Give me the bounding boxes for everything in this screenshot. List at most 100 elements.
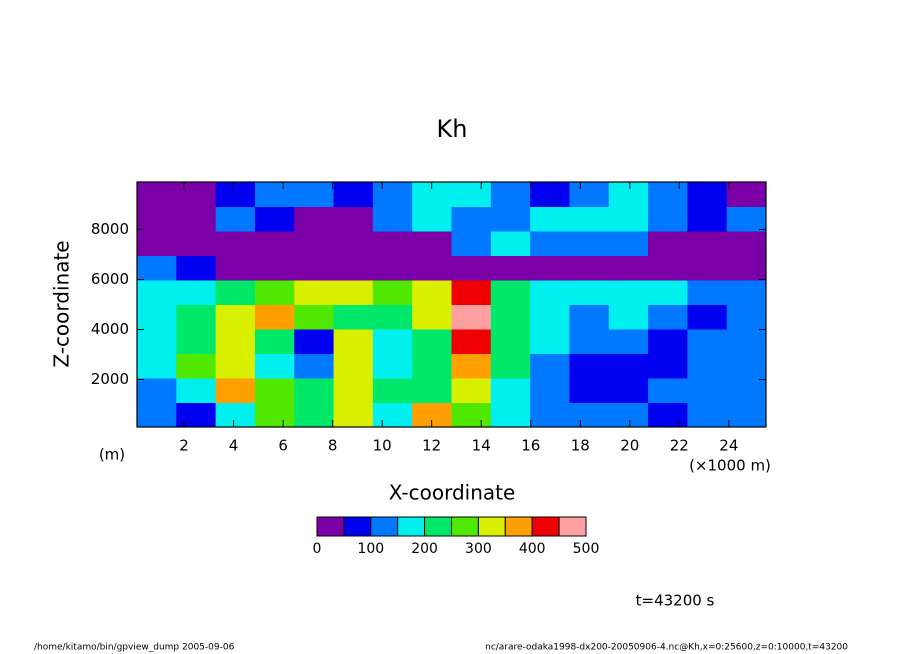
contour-cell (648, 182, 688, 207)
contour-cell (215, 231, 256, 256)
contour-cell (254, 255, 295, 281)
contour-cell (176, 231, 217, 256)
contour-cell (648, 329, 688, 354)
contour-cell (294, 329, 335, 354)
contour-cell (215, 304, 256, 330)
contour-cell (608, 255, 649, 281)
x-tick-label: 12 (422, 437, 441, 455)
contour-cell (451, 255, 492, 281)
contour-cell (530, 402, 570, 428)
contour-cell (608, 402, 649, 428)
contour-cell (215, 329, 256, 354)
contour-cell (530, 206, 570, 232)
colorbar-label: 200 (411, 541, 438, 557)
contour-cell (490, 206, 531, 232)
contour-cell (726, 402, 767, 428)
contour-cell (372, 402, 413, 428)
contour-cell (569, 231, 610, 256)
footer-right: nc/arare-odaka1998-dx200-20050906-4.nc@K… (485, 643, 848, 653)
contour-cell (412, 231, 452, 256)
colorbar-cell (424, 516, 453, 537)
colorbar-cell (451, 516, 479, 537)
contour-cell (687, 280, 728, 305)
contour-cell (215, 182, 256, 207)
contour-cell (490, 231, 531, 256)
x-tick-label: 6 (278, 437, 288, 455)
contour-cell (490, 378, 531, 403)
x-tick-label: 2 (179, 437, 189, 455)
contour-cell (176, 280, 217, 305)
contour-cell (176, 402, 217, 428)
contour-cell (372, 182, 413, 207)
x-tick-label: 8 (328, 437, 338, 455)
contour-cell (490, 329, 531, 354)
contour-cell (648, 378, 688, 403)
x-tick-label: 24 (719, 437, 738, 455)
contour-cell (372, 280, 413, 305)
contour-cell (137, 353, 177, 379)
contour-cell (254, 353, 295, 379)
contour-cell (254, 329, 295, 354)
x-tick-label: 18 (571, 437, 590, 455)
contour-cell (333, 206, 374, 232)
chart-title: Kh (437, 115, 468, 143)
contour-cell (137, 231, 177, 256)
contour-cell (687, 231, 728, 256)
contour-cell (569, 206, 610, 232)
contour-cell (294, 182, 335, 207)
contour-cell (608, 378, 649, 403)
y-tick-label: 6000 (91, 270, 129, 288)
contour-cell (490, 402, 531, 428)
contour-cell (176, 182, 217, 207)
footer-left: /home/kitamo/bin/gpview_dump 2005-09-06 (34, 643, 235, 653)
contour-cell (294, 304, 335, 330)
x-tick-label: 10 (373, 437, 392, 455)
contour-cell (726, 353, 767, 379)
contour-cell (451, 231, 492, 256)
contour-cell (137, 255, 177, 281)
contour-cell (687, 255, 728, 281)
colorbar-cell (397, 516, 426, 537)
contour-cell (569, 304, 610, 330)
contour-cell (333, 231, 374, 256)
contour-cell (294, 255, 335, 281)
contour-cell (648, 206, 688, 232)
colorbar-cell (558, 516, 587, 537)
contour-cell (333, 280, 374, 305)
contour-cell (726, 231, 767, 256)
contour-cell (294, 353, 335, 379)
x-tick-label: 14 (472, 437, 491, 455)
x-tick-label: 22 (670, 437, 689, 455)
contour-cell (176, 329, 217, 354)
contour-cell (726, 378, 767, 403)
contour-cell (294, 206, 335, 232)
x-units: (×1000 m) (689, 457, 771, 475)
contour-cell (137, 378, 177, 403)
contour-cell (294, 402, 335, 428)
contour-cell (412, 353, 452, 379)
contour-cell (137, 329, 177, 354)
contour-cell (333, 402, 374, 428)
contour-cell (294, 378, 335, 403)
contour-cell (412, 206, 452, 232)
colorbar-cell (343, 516, 372, 537)
contour-cell (569, 378, 610, 403)
colorbar-cell (477, 516, 506, 537)
colorbar-label: 400 (519, 541, 546, 557)
contour-cell (215, 378, 256, 403)
contour-cell (726, 206, 767, 232)
contour-cell (687, 329, 728, 354)
contour-cell (215, 402, 256, 428)
contour-cell (333, 329, 374, 354)
contour-cell (569, 255, 610, 281)
colorbar-cell (316, 516, 345, 537)
contour-cell (530, 255, 570, 281)
colorbar-label: 0 (313, 541, 322, 557)
contour-cell (569, 402, 610, 428)
y-tick-label: 8000 (91, 220, 129, 238)
contour-cell (412, 329, 452, 354)
contour-cell (490, 280, 531, 305)
contour-cell (215, 206, 256, 232)
y-tick-label: 4000 (91, 320, 129, 338)
contour-cell (333, 378, 374, 403)
